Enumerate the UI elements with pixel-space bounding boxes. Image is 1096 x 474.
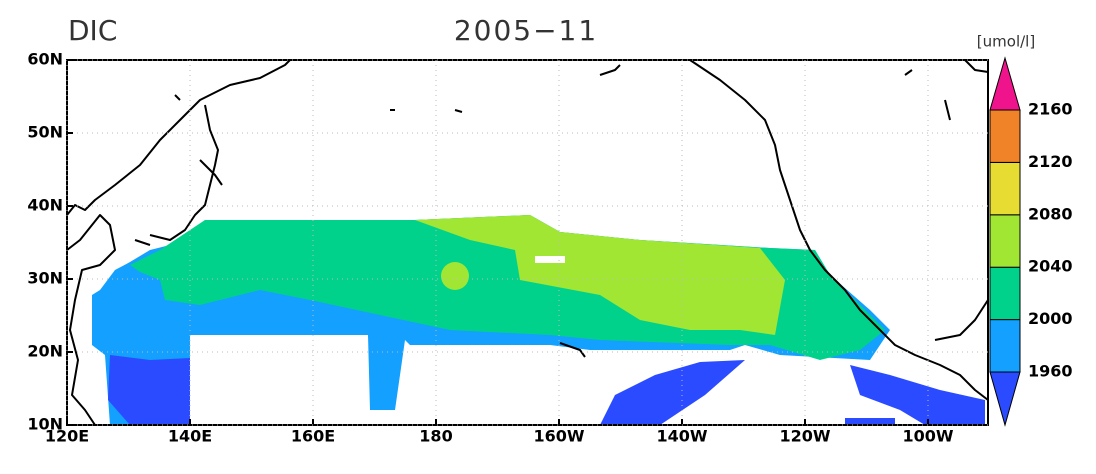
region-below-1960: [845, 418, 895, 425]
missing-cell: [535, 256, 565, 263]
dic-field: [92, 215, 985, 425]
colorbar-box: [989, 109, 1021, 163]
x-tick-label: 120E: [45, 427, 89, 446]
x-tick-label: 160W: [533, 427, 584, 446]
north-america-coast: [689, 59, 989, 401]
x-tick-label: 140W: [656, 427, 707, 446]
colorbar-label: 2160: [1028, 100, 1073, 119]
region-below-1960: [600, 360, 745, 425]
colorbar-label: 2000: [1028, 309, 1073, 328]
x-tick-label: 180: [419, 427, 452, 446]
x-tick-label: 160E: [291, 427, 335, 446]
variable-title: DIC: [68, 14, 117, 47]
y-tick-label: 50N: [27, 123, 63, 142]
colorbar-label: 2040: [1028, 257, 1073, 276]
colorbar-label: 2080: [1028, 204, 1073, 223]
x-tick-label: 140E: [168, 427, 212, 446]
colorbar-box: [989, 319, 1021, 373]
region-2040-2080: [415, 215, 785, 335]
y-tick-label: 30N: [27, 269, 63, 288]
colorbar-label: 2120: [1028, 152, 1073, 171]
colorbar-label: 1960: [1028, 362, 1073, 381]
region-2040-2080: [441, 262, 469, 290]
y-tick-label: 60N: [27, 50, 63, 69]
japan: [134, 104, 223, 246]
region-below-1960: [108, 355, 190, 425]
colorbar-box: [989, 161, 1021, 216]
y-tick-label: 10N: [27, 415, 63, 434]
asia-coast: [66, 59, 291, 426]
date-title: 2005−11: [454, 14, 598, 47]
y-tick-label: 40N: [27, 196, 63, 215]
colorbar-triangle: [989, 371, 1021, 427]
x-tick-label: 100W: [902, 427, 953, 446]
region-below-1960: [850, 365, 985, 425]
units-label: [umol/l]: [977, 33, 1035, 51]
y-tick-label: 20N: [27, 342, 63, 361]
islands: [174, 64, 913, 358]
coastlines: [66, 59, 989, 426]
colorbar-triangle: [989, 56, 1021, 111]
colorbar-box: [989, 266, 1021, 321]
x-tick-label: 120W: [779, 427, 830, 446]
colorbar-box: [989, 214, 1021, 268]
